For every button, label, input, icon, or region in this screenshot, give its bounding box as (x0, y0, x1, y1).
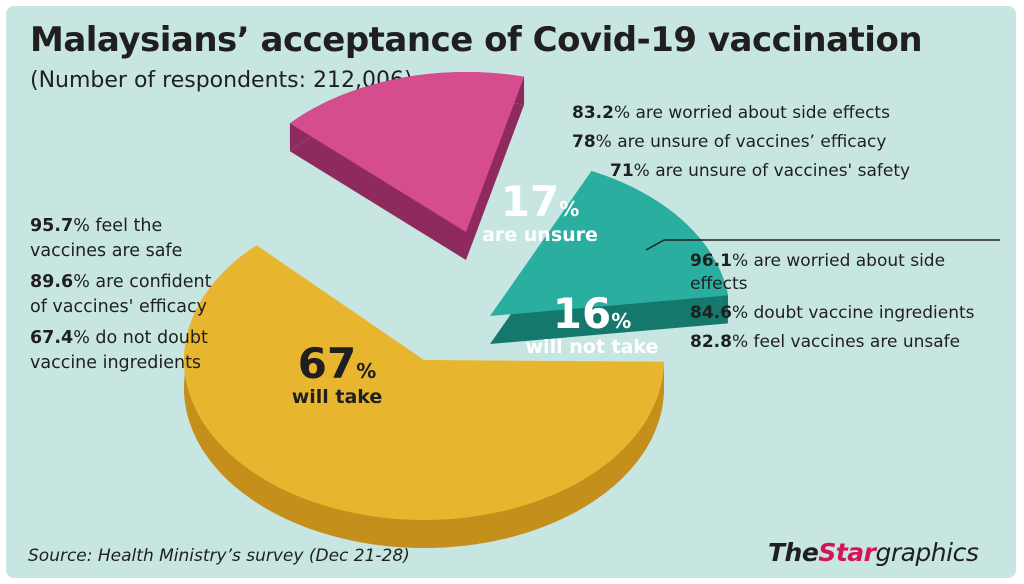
stat-item: 89.6% are confident of vaccines' efficac… (30, 272, 212, 317)
stats-unsure: 83.2% are worried about side effects 78%… (572, 102, 1012, 189)
pie-slice-will-take (183, 245, 664, 520)
stat-item: 78% are unsure of vaccines’ efficacy (572, 132, 887, 152)
pie-slice-will-not-take (490, 170, 729, 316)
stat-item: 82.8% feel vaccines are unsafe (690, 332, 961, 352)
slice-label-will-take: 67% will take (252, 339, 422, 409)
brand-logo: TheStargraphics (768, 538, 979, 567)
chart-title: Malaysians’ acceptance of Covid-19 vacci… (30, 20, 923, 60)
pie-slice-are-unsure (289, 71, 525, 232)
stat-item: 95.7% feel the vaccines are safe (30, 216, 183, 261)
infographic: Malaysians’ acceptance of Covid-19 vacci… (6, 6, 1016, 578)
pie-chart (183, 71, 1000, 548)
slice-label-will-not-take: 16% will not take (502, 289, 682, 359)
stats-will-take: 95.7% feel the vaccines are safe 89.6% a… (30, 214, 230, 382)
stat-item: 71% are unsure of vaccines' safety (610, 161, 911, 181)
stat-item: 83.2% are worried about side effects (572, 103, 890, 123)
stat-item: 84.6% doubt vaccine ingredients (690, 303, 975, 323)
stat-item: 67.4% do not doubt vaccine ingredients (30, 328, 208, 373)
slice-caption-will-not-take: will not take (525, 336, 659, 358)
slice-value-will-not-take: 16 (552, 289, 612, 338)
slice-value-will-take: 67 (297, 339, 357, 388)
slice-value-unsure: 17 (500, 177, 560, 226)
stats-will-not-take: 96.1% are worried about side effects 84.… (690, 250, 990, 360)
slice-caption-will-take: will take (291, 386, 383, 408)
stat-item: 96.1% are worried about side effects (690, 251, 946, 294)
slice-caption-unsure: are unsure (482, 224, 598, 246)
callout-line (645, 239, 665, 251)
slice-label-unsure: 17% are unsure (460, 177, 620, 247)
source-note: Source: Health Ministry’s survey (Dec 21… (28, 546, 410, 566)
chart-subtitle: (Number of respondents: 212,006) (30, 68, 413, 93)
